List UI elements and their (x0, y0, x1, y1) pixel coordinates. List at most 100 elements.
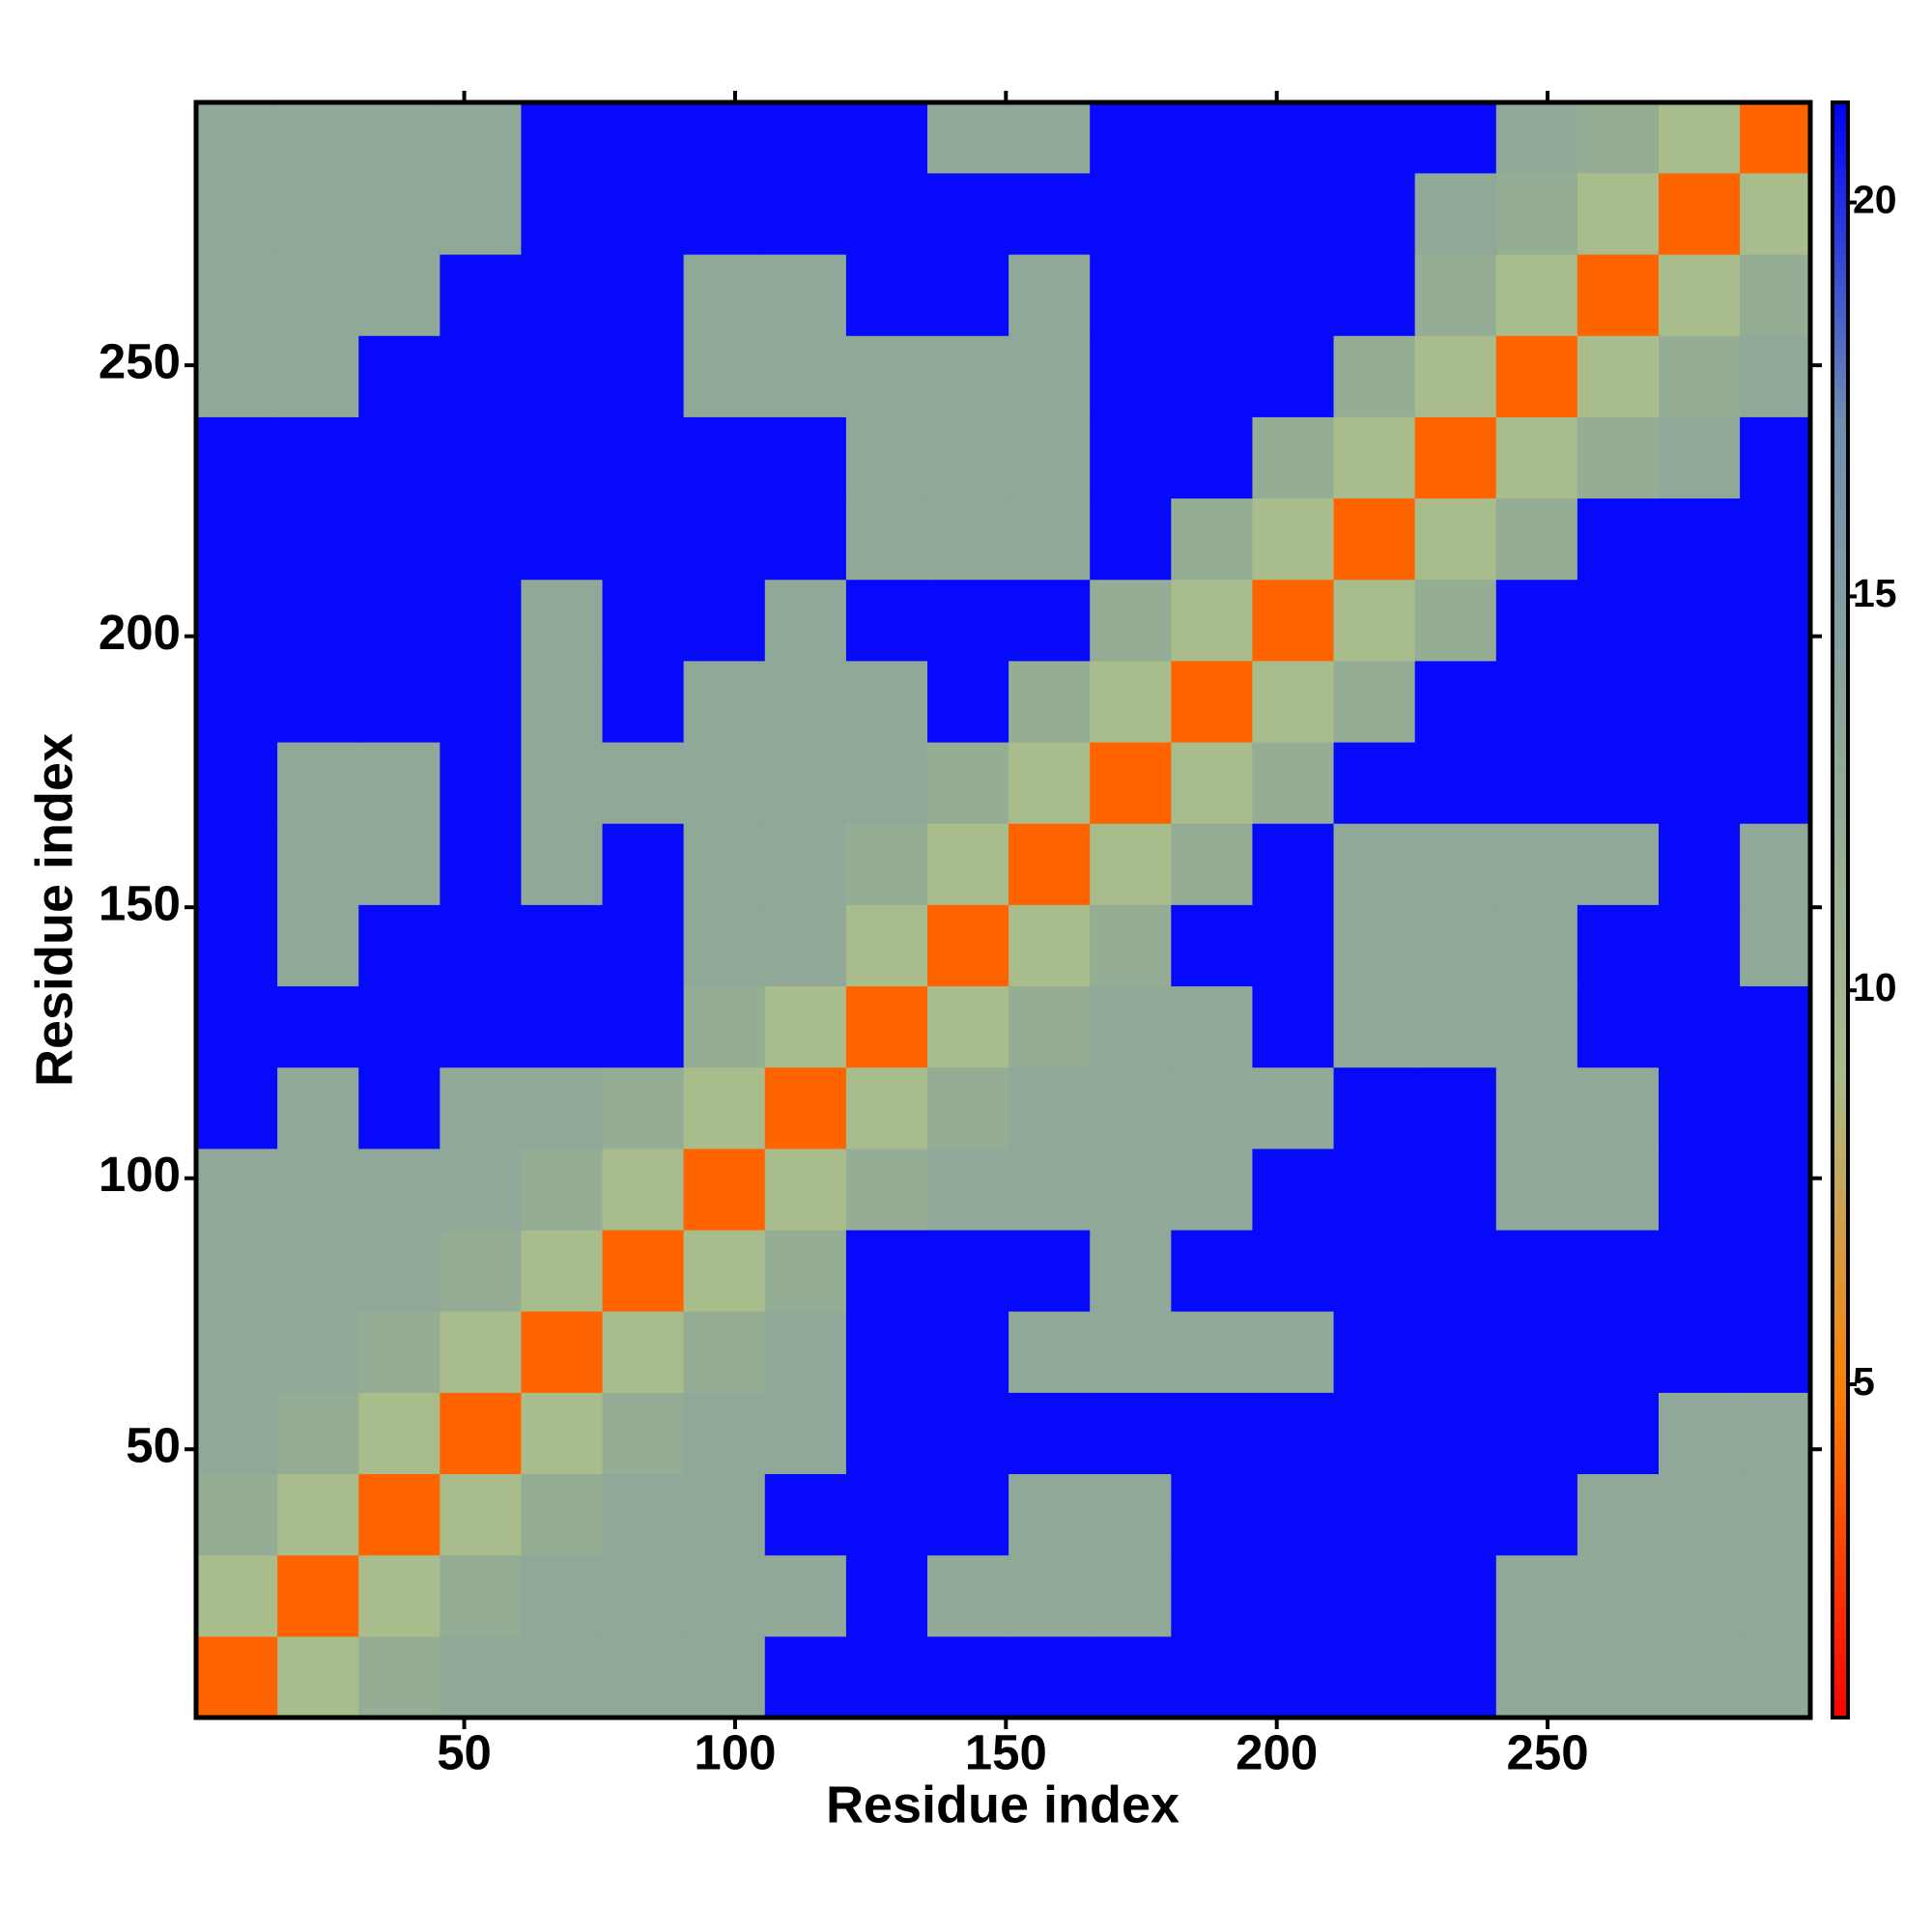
cell (1658, 416, 1741, 499)
cell (1414, 579, 1497, 662)
cell (521, 1635, 604, 1718)
cell (1740, 660, 1810, 743)
cell (1090, 1473, 1172, 1556)
cell (277, 172, 359, 255)
cell (1740, 742, 1810, 824)
cell (1577, 416, 1660, 499)
cell (764, 172, 847, 255)
cell (1090, 1392, 1172, 1475)
cell (440, 579, 522, 662)
cell (1252, 985, 1335, 1068)
cell (521, 1230, 604, 1312)
cell (196, 1635, 278, 1718)
cell (1171, 1066, 1253, 1150)
cell (1577, 102, 1660, 174)
cell (1740, 1066, 1810, 1150)
cell (1009, 172, 1091, 255)
cell (1414, 1392, 1497, 1475)
cell (1740, 254, 1810, 336)
cell (277, 1635, 359, 1718)
x-tick-label: 100 (694, 1724, 776, 1779)
cell (521, 1392, 604, 1475)
y-tick-label: 200 (99, 605, 181, 660)
cell (1171, 335, 1253, 417)
plot-frame (193, 99, 1813, 1720)
cell (440, 102, 522, 174)
cell (1577, 1473, 1660, 1556)
cell (1171, 1473, 1253, 1556)
cell (764, 1066, 847, 1150)
cell (1090, 742, 1172, 824)
cell (521, 254, 604, 336)
cell (1414, 497, 1497, 581)
cell (764, 1635, 847, 1718)
cell (521, 1148, 604, 1231)
x-tick-label: 150 (965, 1724, 1047, 1779)
cell (1577, 1066, 1660, 1150)
y-tick-label: 250 (99, 334, 181, 389)
cell (1252, 335, 1335, 417)
cell (1090, 102, 1172, 174)
cell (1495, 904, 1578, 987)
cell (1495, 1473, 1578, 1556)
cell (1577, 1554, 1660, 1637)
cell (1495, 579, 1578, 662)
cell (1495, 742, 1578, 824)
cell (440, 1148, 522, 1231)
cell (845, 416, 928, 499)
cell (440, 823, 522, 905)
cell (521, 416, 604, 499)
cell (1333, 1311, 1416, 1393)
cell (926, 172, 1009, 255)
cell (845, 254, 928, 336)
cell (683, 335, 766, 417)
cell (1090, 335, 1172, 417)
cell (440, 1230, 522, 1312)
cell (1333, 497, 1416, 581)
cell (1495, 823, 1578, 905)
cell (764, 1148, 847, 1231)
cell (521, 660, 604, 743)
cell (1252, 1066, 1335, 1150)
cell (1658, 823, 1741, 905)
cell (277, 1311, 359, 1393)
cell (1171, 1311, 1253, 1393)
cell (602, 1311, 685, 1393)
cell (1414, 742, 1497, 824)
cell (1009, 497, 1091, 581)
cell (1333, 904, 1416, 987)
cell (602, 102, 685, 174)
cell (926, 1554, 1009, 1637)
cell (196, 497, 278, 581)
cell (1495, 1148, 1578, 1231)
cell (521, 335, 604, 417)
cell (277, 102, 359, 174)
cell (1577, 823, 1660, 905)
cell (277, 1230, 359, 1312)
cell (926, 254, 1009, 336)
cell (845, 660, 928, 743)
cell (683, 1148, 766, 1231)
cell (1252, 904, 1335, 987)
cell (1740, 1473, 1810, 1556)
cell (845, 579, 928, 662)
cell (1414, 254, 1497, 336)
cell (683, 985, 766, 1068)
cell (845, 1066, 928, 1150)
cell (1740, 823, 1810, 905)
cell (1333, 579, 1416, 662)
cell (1577, 904, 1660, 987)
cell (1577, 1148, 1660, 1231)
x-axis-label: Residue index (826, 1776, 1179, 1833)
cell (602, 1554, 685, 1637)
cell (1414, 1148, 1497, 1231)
cell (764, 742, 847, 824)
cell (1414, 1066, 1497, 1150)
cell (1009, 823, 1091, 905)
cell (358, 172, 440, 255)
cell (1009, 1635, 1091, 1718)
cell (440, 1473, 522, 1556)
cell (764, 335, 847, 417)
cell (764, 1311, 847, 1393)
